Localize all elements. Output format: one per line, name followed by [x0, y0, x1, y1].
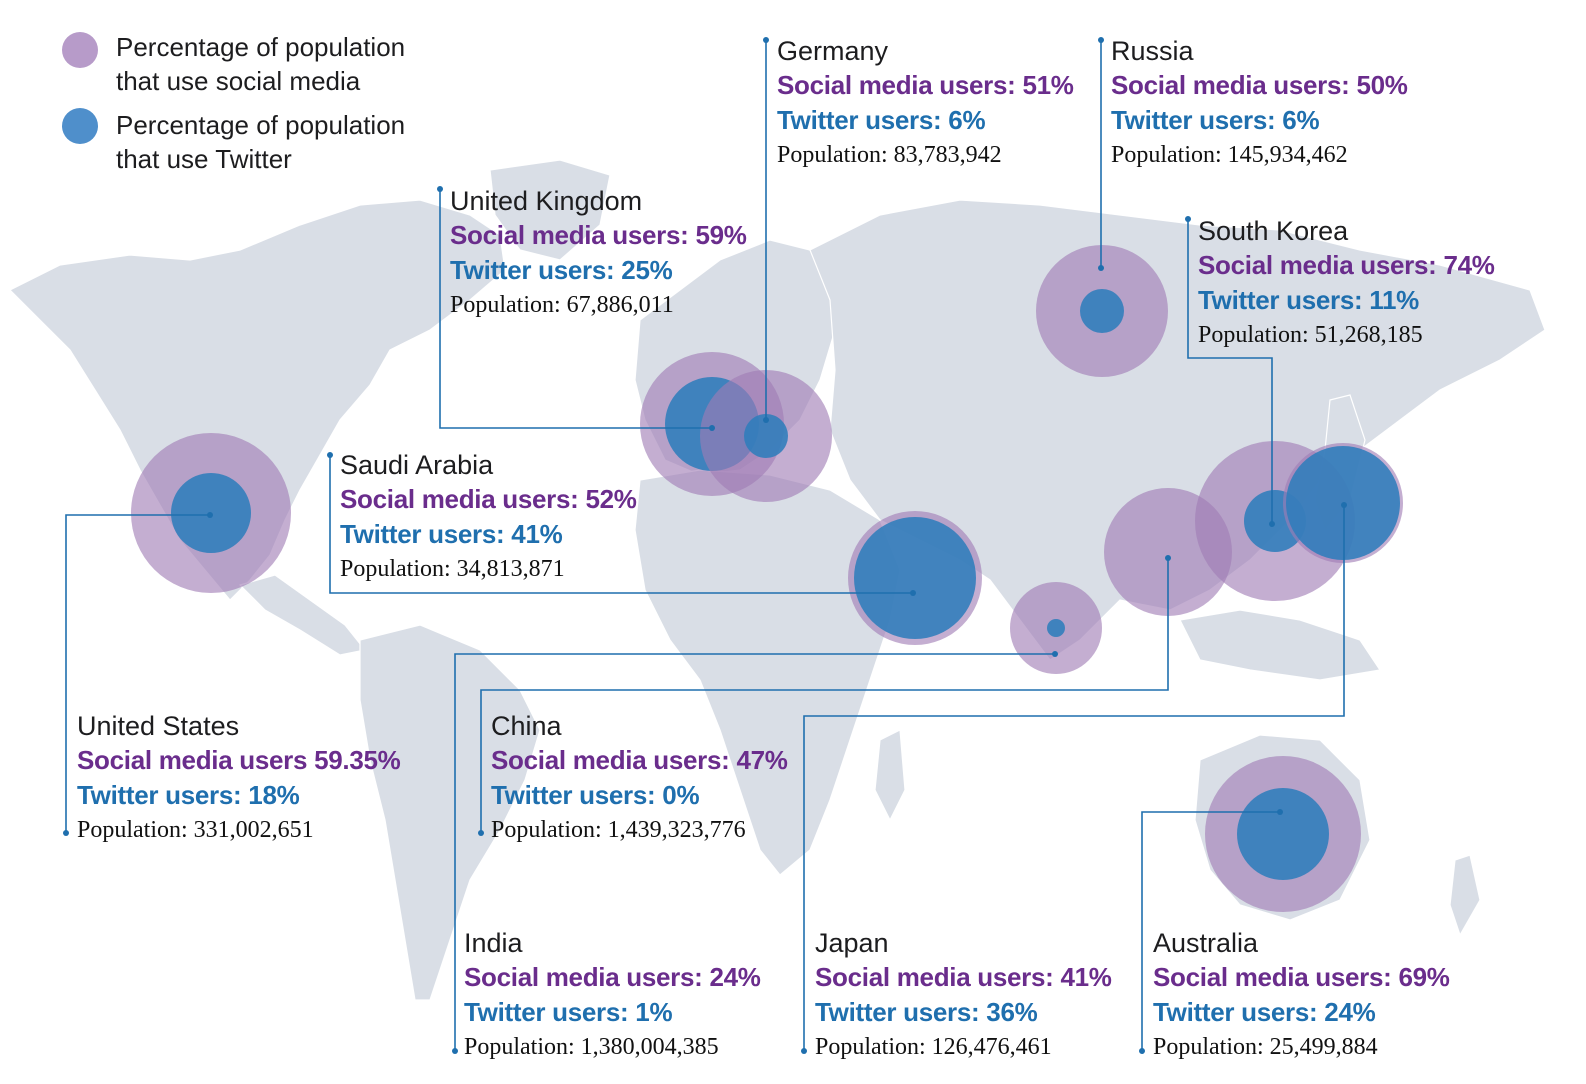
twitter-stat: Twitter users: 0%	[491, 780, 700, 810]
population-stat: Population: 145,934,462	[1111, 142, 1348, 168]
twitter-stat: Twitter users: 41%	[340, 519, 563, 549]
dot-india-start	[1052, 651, 1058, 657]
callout-russia: Russia Social media users: 50% Twitter u…	[1111, 34, 1408, 172]
twitter-stat: Twitter users: 36%	[815, 997, 1038, 1027]
dot-germany-end	[763, 417, 769, 423]
leader-lines	[65, 40, 1345, 1051]
bubble-twitter-germany	[744, 414, 788, 458]
population-stat: Population: 34,813,871	[340, 556, 565, 582]
twitter-stat: Twitter users: 6%	[777, 105, 986, 135]
country-name: United Kingdom	[450, 186, 643, 216]
dot-russia-end	[1098, 265, 1104, 271]
land-southeast-asia-islands	[1179, 609, 1382, 681]
leader-line-south-korea	[1187, 219, 1273, 524]
country-name: India	[464, 928, 523, 958]
dot-uk-end	[709, 425, 715, 431]
population-stat: Population: 51,268,185	[1198, 322, 1423, 348]
country-name: United States	[77, 711, 240, 741]
leader-line-saudi-arabia	[329, 455, 913, 594]
land-greenland	[489, 159, 611, 261]
dot-uk-top	[437, 186, 443, 192]
dot-saudi-arabia-top	[327, 452, 333, 458]
land-north-america	[8, 199, 506, 601]
dot-south-korea-end	[1269, 521, 1275, 527]
country-name: China	[491, 711, 562, 741]
country-name: Australia	[1153, 928, 1259, 958]
dot-india-end	[452, 1048, 458, 1054]
land-madagascar	[874, 729, 906, 822]
country-name: Japan	[815, 928, 889, 958]
population-stat: Population: 1,380,004,385	[464, 1034, 719, 1060]
dot-japan-end	[801, 1048, 807, 1054]
twitter-stat: Twitter users: 6%	[1111, 105, 1320, 135]
leader-line-uk	[439, 189, 712, 429]
twitter-stat: Twitter users: 11%	[1198, 285, 1419, 315]
callout-south-korea: South Korea Social media users: 74% Twit…	[1198, 214, 1495, 352]
callout-india: India Social media users: 24% Twitter us…	[464, 926, 761, 1064]
dot-china-start	[1165, 555, 1171, 561]
dot-united-states-end	[63, 830, 69, 836]
twitter-stat: Twitter users: 25%	[450, 255, 673, 285]
twitter-stat: Twitter users: 18%	[77, 780, 300, 810]
leader-line-united-states	[65, 514, 210, 833]
leader-line-china	[480, 558, 1169, 833]
population-stat: Population: 1,439,323,776	[491, 817, 746, 843]
callout-japan: Japan Social media users: 41% Twitter us…	[815, 926, 1112, 1064]
callout-germany: Germany Social media users: 51% Twitter …	[777, 34, 1074, 172]
dot-germany-top	[763, 37, 769, 43]
dot-australia-end	[1139, 1048, 1145, 1054]
dot-south-korea-top	[1185, 216, 1191, 222]
callout-australia: Australia Social media users: 69% Twitte…	[1153, 926, 1450, 1064]
dot-united-states-start	[207, 512, 213, 518]
leader-line-japan	[803, 505, 1345, 1051]
country-name: Germany	[777, 36, 889, 66]
callout-china: China Social media users: 47% Twitter us…	[491, 709, 788, 847]
land-south-america	[359, 624, 541, 1001]
social-media-stat: Social media users: 69%	[1153, 962, 1450, 992]
bubble-twitter-russia	[1080, 289, 1124, 333]
legend-twitter-swatch	[62, 108, 98, 144]
social-media-stat: Social media users: 47%	[491, 745, 788, 775]
dot-china-end	[478, 830, 484, 836]
population-stat: Population: 67,886,011	[450, 292, 674, 318]
population-stat: Population: 25,499,884	[1153, 1034, 1378, 1060]
social-media-stat: Social media users: 41%	[815, 962, 1112, 992]
legend-social-media-swatch	[62, 32, 98, 68]
land-africa	[634, 469, 901, 876]
legend-twitter-label: Percentage of population that use Twitte…	[116, 110, 406, 174]
dot-russia-top	[1098, 37, 1104, 43]
land-new-zealand	[1449, 854, 1481, 937]
social-media-stat: Social media users: 24%	[464, 962, 761, 992]
callout-united-kingdom: United Kingdom Social media users: 59% T…	[450, 184, 747, 322]
callout-saudi-arabia: Saudi Arabia Social media users: 52% Twi…	[340, 448, 637, 586]
social-media-stat: Social media users: 74%	[1198, 250, 1495, 280]
land-central-america	[238, 574, 367, 656]
dot-japan-start	[1341, 502, 1347, 508]
social-media-stat: Social media users: 50%	[1111, 70, 1408, 100]
bubble-twitter-india	[1047, 619, 1065, 637]
twitter-stat: Twitter users: 24%	[1153, 997, 1376, 1027]
population-stat: Population: 331,002,651	[77, 817, 314, 843]
bubble-twitter-saudi-arabia	[854, 517, 976, 639]
leader-line-india	[454, 653, 1055, 1051]
dot-saudi-arabia-end	[910, 590, 916, 596]
social-media-stat: Social media users 59.35%	[77, 745, 401, 775]
leader-line-australia	[1141, 811, 1280, 1051]
country-name: Saudi Arabia	[340, 450, 494, 480]
country-name: South Korea	[1198, 216, 1349, 246]
population-stat: Population: 83,783,942	[777, 142, 1002, 168]
social-media-stat: Social media users: 59%	[450, 220, 747, 250]
callout-united-states: United States Social media users 59.35% …	[77, 709, 401, 847]
twitter-stat: Twitter users: 1%	[464, 997, 673, 1027]
country-name: Russia	[1111, 36, 1194, 66]
social-media-stat: Social media users: 51%	[777, 70, 1074, 100]
bubble-twitter-australia	[1237, 788, 1329, 880]
population-stat: Population: 126,476,461	[815, 1034, 1052, 1060]
leader-dots	[63, 37, 1347, 1054]
dot-australia-start	[1277, 809, 1283, 815]
social-media-stat: Social media users: 52%	[340, 484, 637, 514]
legend-social-media-label: Percentage of population that use social…	[116, 32, 406, 96]
